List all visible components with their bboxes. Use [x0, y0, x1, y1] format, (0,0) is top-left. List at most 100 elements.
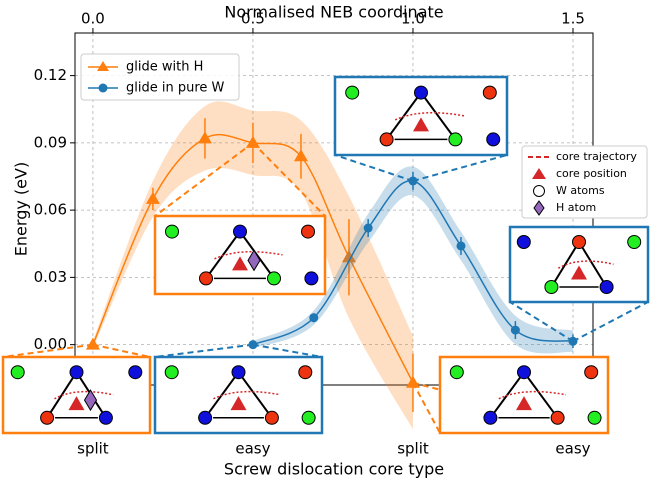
atom	[198, 410, 213, 425]
atom	[482, 85, 497, 100]
atom	[516, 235, 531, 249]
y-tick-label: 0.09	[34, 133, 67, 151]
legend-marker	[532, 168, 546, 179]
legend-label: glide in pure W	[126, 81, 225, 96]
bond	[550, 241, 580, 288]
y-axis-label: Energy (eV)	[12, 162, 31, 256]
trajectory	[394, 111, 465, 121]
connector	[2, 343, 94, 358]
atom	[486, 132, 501, 147]
atom	[301, 410, 316, 425]
connector	[412, 382, 441, 434]
core-position	[230, 396, 247, 411]
top-tick-label: 1.0	[401, 10, 425, 28]
point	[85, 337, 100, 350]
inset-legend-label: H atom	[556, 201, 596, 214]
point	[309, 313, 319, 323]
top-axis-label: Normalised NEB coordinate	[224, 3, 443, 22]
atom	[587, 410, 602, 425]
core-position	[516, 396, 532, 411]
atom	[264, 410, 279, 425]
h-atom	[83, 389, 98, 412]
legend-marker	[533, 200, 545, 216]
atom	[199, 271, 213, 286]
atom	[98, 410, 113, 425]
bond	[578, 241, 608, 288]
x-tick-label: split	[77, 440, 109, 458]
trajectory	[498, 390, 567, 400]
trajectory	[213, 390, 281, 400]
core-position	[68, 396, 85, 411]
y-tick-label: 0.12	[34, 66, 67, 84]
atom	[301, 224, 315, 239]
connector	[92, 343, 151, 358]
connector	[154, 343, 254, 358]
legend-marker	[533, 185, 545, 197]
atom	[517, 365, 531, 380]
point	[293, 149, 308, 162]
point	[197, 131, 212, 144]
atom	[584, 365, 599, 380]
bond	[237, 371, 273, 419]
atom	[599, 280, 614, 294]
y-tick-label: 0.03	[34, 268, 67, 286]
legend-marker	[98, 83, 108, 93]
atom	[10, 365, 25, 380]
point	[363, 223, 373, 233]
inset-legend-label: core position	[556, 167, 627, 180]
atom	[304, 271, 319, 286]
uncertainty-band	[92, 101, 413, 430]
trajectory	[54, 390, 114, 400]
connector	[252, 142, 326, 217]
legend-box	[80, 53, 240, 101]
atom	[544, 280, 559, 294]
legend-marker	[97, 61, 109, 71]
atom	[69, 365, 84, 380]
point	[510, 325, 520, 335]
atom	[267, 271, 281, 286]
top-tick-label: 0.0	[81, 10, 105, 28]
core-position	[571, 265, 587, 280]
atom	[627, 235, 642, 249]
bond	[523, 371, 559, 419]
connector	[412, 154, 508, 182]
atom	[164, 365, 179, 380]
point	[456, 241, 466, 251]
bond	[420, 92, 457, 140]
uncertainty-band	[252, 166, 573, 354]
x-tick-label: easy	[235, 440, 270, 458]
atom	[231, 365, 246, 380]
atom	[165, 224, 179, 239]
atom	[128, 365, 143, 380]
x-axis-label: Screw dislocation core type	[224, 460, 444, 479]
trajectory	[557, 260, 614, 269]
atom	[572, 235, 586, 249]
connector	[572, 301, 649, 343]
atom	[414, 85, 428, 100]
inset-legend-label: core trajectory	[556, 150, 637, 163]
atom	[298, 365, 313, 380]
point	[405, 375, 420, 388]
connector	[154, 142, 254, 217]
atom	[233, 224, 247, 239]
trajectory	[214, 250, 283, 260]
top-tick-label: 0.5	[241, 10, 265, 28]
connector	[334, 154, 414, 182]
inset-legend-box	[521, 145, 648, 219]
atom	[345, 85, 360, 100]
atom	[448, 132, 463, 147]
core-position	[232, 256, 248, 271]
inset-legend-label: W atoms	[556, 184, 605, 197]
atom	[550, 410, 565, 425]
x-tick-label: easy	[555, 440, 590, 458]
atom	[40, 410, 55, 425]
atom	[379, 132, 394, 147]
inset-frame	[438, 355, 610, 435]
point	[145, 191, 160, 204]
connector	[252, 343, 323, 358]
top-tick-label: 1.5	[561, 10, 585, 28]
atom	[483, 410, 498, 425]
y-tick-label: 0.06	[34, 201, 67, 219]
point	[341, 250, 356, 263]
